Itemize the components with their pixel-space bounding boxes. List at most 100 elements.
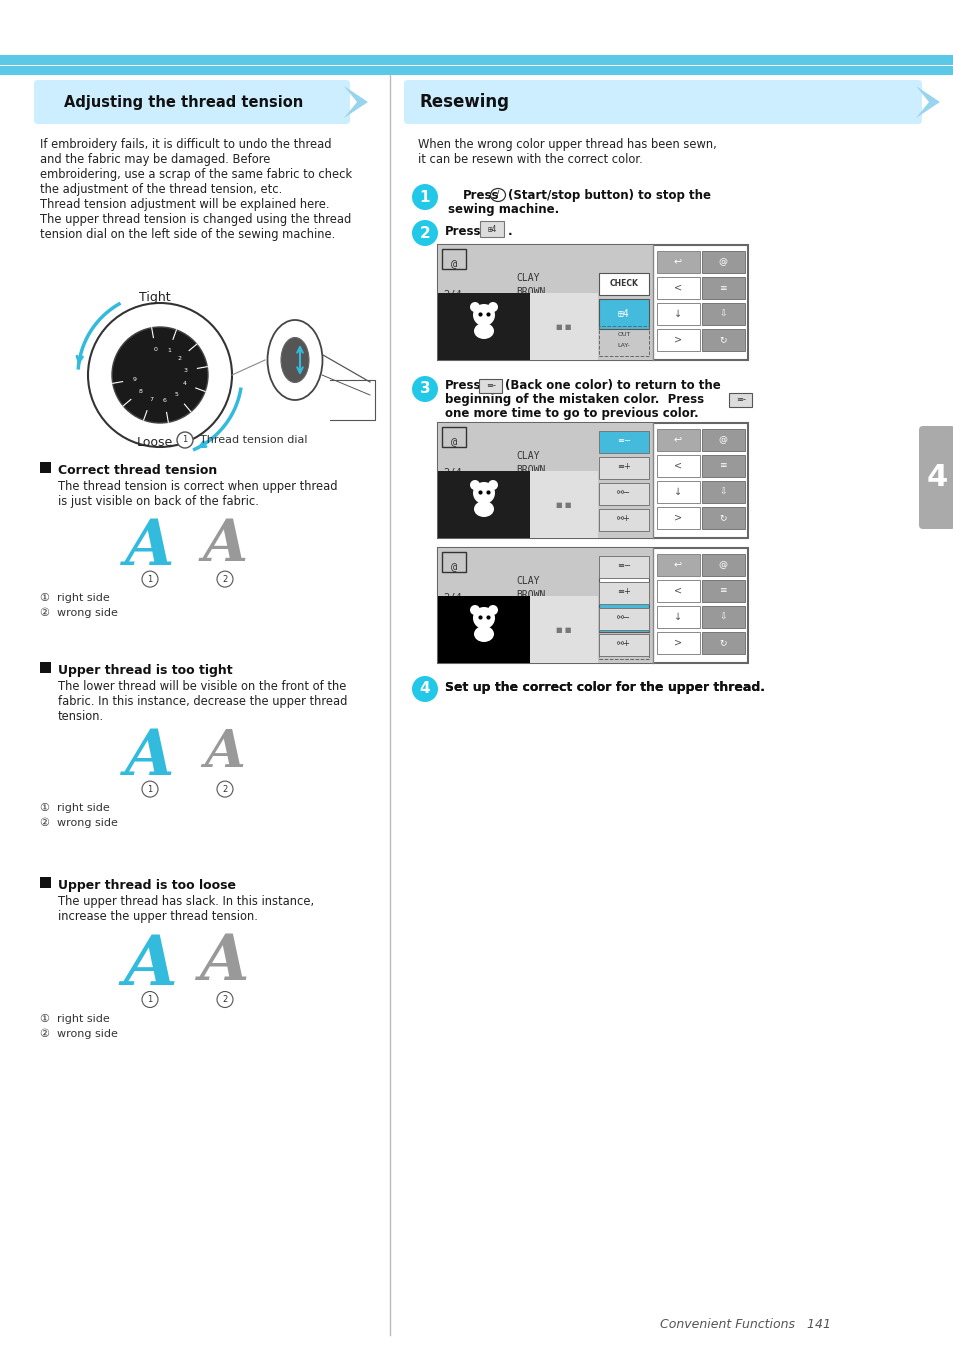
Text: Tight: Tight	[139, 291, 171, 305]
Text: ①  right side: ① right side	[40, 803, 110, 813]
Text: Press: Press	[444, 379, 481, 392]
Text: and the fabric may be damaged. Before: and the fabric may be damaged. Before	[40, 154, 270, 166]
Text: @: @	[718, 435, 727, 445]
Text: CLAY: CLAY	[516, 576, 539, 586]
Bar	[598, 555, 648, 578]
Bar	[598, 576, 648, 599]
Text: The lower thread will be visible on the front of the: The lower thread will be visible on the …	[58, 679, 346, 693]
Text: 1: 1	[147, 785, 152, 794]
Bar	[598, 274, 648, 295]
Text: ≡: ≡	[719, 283, 726, 293]
Bar	[701, 303, 744, 325]
Text: BROWN: BROWN	[516, 287, 545, 297]
Bar	[598, 431, 648, 453]
Bar	[598, 510, 648, 531]
Circle shape	[488, 302, 497, 311]
Text: OUT: OUT	[617, 333, 630, 337]
Text: ⚯+: ⚯+	[617, 515, 630, 523]
Text: 0: 0	[153, 346, 157, 352]
Text: tension dial on the left side of the sewing machine.: tension dial on the left side of the sew…	[40, 228, 335, 241]
FancyBboxPatch shape	[34, 80, 350, 124]
Text: ⇩: ⇩	[719, 488, 726, 496]
Bar	[40, 462, 51, 473]
Bar	[437, 423, 747, 538]
Text: The upper thread has slack. In this instance,: The upper thread has slack. In this inst…	[58, 895, 314, 909]
Text: 2: 2	[222, 574, 228, 584]
Text: ⚯+: ⚯+	[617, 639, 630, 648]
FancyBboxPatch shape	[403, 80, 921, 124]
Text: ≡−: ≡−	[617, 437, 630, 445]
Text: ⚯−: ⚯−	[617, 488, 630, 497]
Circle shape	[488, 480, 497, 491]
Circle shape	[216, 992, 233, 1007]
Text: ②  wrong side: ② wrong side	[40, 1029, 118, 1039]
Bar	[701, 251, 744, 274]
Bar	[0, 55, 953, 75]
Text: 1: 1	[419, 190, 430, 205]
Ellipse shape	[267, 319, 322, 400]
Circle shape	[488, 605, 497, 615]
Circle shape	[470, 302, 479, 311]
Text: BROWN: BROWN	[516, 465, 545, 474]
Text: ⊞4: ⊞4	[618, 309, 629, 319]
Text: ↓: ↓	[673, 309, 681, 319]
Text: A: A	[202, 518, 248, 573]
Bar	[657, 429, 700, 452]
Circle shape	[216, 572, 233, 588]
Text: embroidering, use a scrap of the same fabric to check: embroidering, use a scrap of the same fa…	[40, 168, 352, 181]
Text: ②  wrong side: ② wrong side	[40, 818, 118, 829]
Bar	[437, 549, 747, 663]
Text: ↩: ↩	[673, 257, 681, 267]
Bar	[701, 607, 744, 628]
Text: LAY-: LAY-	[617, 344, 630, 349]
Text: 8: 8	[138, 390, 142, 394]
Text: it can be resewn with the correct color.: it can be resewn with the correct color.	[417, 154, 642, 166]
Text: CHECK: CHECK	[609, 279, 638, 288]
Text: 7: 7	[149, 396, 152, 402]
Text: 2: 2	[222, 995, 228, 1004]
Text: .: .	[507, 225, 512, 239]
Bar	[701, 456, 744, 477]
Bar	[657, 329, 700, 350]
Text: ⊞4: ⊞4	[618, 612, 629, 621]
FancyBboxPatch shape	[729, 392, 752, 407]
Text: ↩: ↩	[673, 435, 681, 445]
Text: 2/4: 2/4	[442, 468, 461, 479]
Bar	[441, 551, 465, 572]
Bar	[437, 293, 530, 360]
Circle shape	[412, 183, 437, 210]
Bar	[598, 457, 648, 479]
Bar	[657, 554, 700, 576]
Bar	[437, 549, 652, 663]
Text: 1: 1	[147, 574, 152, 584]
Text: (Back one color) to return to the: (Back one color) to return to the	[504, 379, 720, 392]
Circle shape	[470, 605, 479, 615]
Text: ⇩: ⇩	[719, 612, 726, 621]
Text: @: @	[718, 257, 727, 267]
Circle shape	[112, 328, 208, 423]
Text: (Start/stop button) to stop the: (Start/stop button) to stop the	[507, 189, 710, 202]
Bar	[701, 632, 744, 654]
Text: ↻: ↻	[719, 336, 726, 345]
Circle shape	[142, 992, 158, 1007]
FancyBboxPatch shape	[918, 426, 953, 528]
Text: CLAY: CLAY	[516, 274, 539, 283]
Text: /: /	[496, 190, 499, 200]
Text: <: <	[673, 283, 681, 293]
Text: ≡: ≡	[719, 586, 726, 596]
Text: 2: 2	[419, 225, 430, 240]
FancyBboxPatch shape	[479, 379, 502, 392]
Text: 4: 4	[925, 462, 946, 492]
Text: Upper thread is too tight: Upper thread is too tight	[58, 665, 233, 677]
Bar	[701, 554, 744, 576]
Text: A: A	[200, 931, 250, 993]
Text: ↓: ↓	[673, 487, 681, 497]
Circle shape	[473, 607, 495, 630]
Text: ■ ■: ■ ■	[556, 501, 571, 508]
Bar	[598, 483, 648, 506]
Text: ↩: ↩	[673, 559, 681, 570]
Text: ≡+: ≡+	[617, 462, 630, 472]
Text: Thread tension adjustment will be explained here.: Thread tension adjustment will be explai…	[40, 198, 329, 212]
Text: @: @	[718, 561, 727, 569]
Text: 4: 4	[182, 381, 186, 387]
